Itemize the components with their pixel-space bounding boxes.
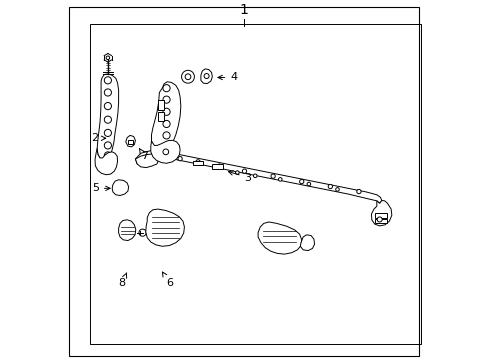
Circle shape — [376, 217, 382, 222]
Circle shape — [327, 184, 332, 189]
Circle shape — [299, 179, 303, 184]
Polygon shape — [119, 220, 136, 240]
Circle shape — [104, 152, 111, 159]
Polygon shape — [371, 201, 391, 226]
Polygon shape — [112, 180, 128, 195]
Circle shape — [104, 116, 111, 123]
Circle shape — [185, 74, 190, 80]
Polygon shape — [201, 69, 212, 84]
Polygon shape — [95, 148, 117, 175]
Bar — [158, 100, 164, 110]
Text: 4: 4 — [218, 72, 237, 82]
Text: 7: 7 — [139, 148, 148, 161]
Bar — [374, 219, 386, 223]
Polygon shape — [135, 150, 381, 203]
Polygon shape — [125, 135, 135, 147]
Polygon shape — [258, 222, 301, 254]
Bar — [212, 165, 223, 169]
Circle shape — [217, 164, 221, 168]
Circle shape — [270, 174, 275, 178]
Circle shape — [104, 89, 111, 96]
Circle shape — [335, 188, 339, 191]
Bar — [90, 24, 420, 344]
Polygon shape — [97, 74, 119, 160]
Circle shape — [104, 142, 111, 149]
Text: 5: 5 — [92, 183, 110, 193]
Polygon shape — [135, 154, 158, 168]
Text: 6: 6 — [162, 272, 173, 288]
Circle shape — [278, 177, 282, 181]
Circle shape — [163, 108, 170, 115]
Text: 2: 2 — [91, 133, 105, 143]
Circle shape — [163, 149, 168, 155]
Circle shape — [253, 174, 257, 177]
Bar — [127, 140, 132, 144]
Circle shape — [235, 171, 239, 174]
Circle shape — [106, 56, 109, 60]
Circle shape — [181, 70, 194, 83]
Polygon shape — [300, 235, 314, 251]
Circle shape — [163, 132, 170, 139]
Bar — [158, 112, 164, 121]
Text: 8: 8 — [119, 273, 126, 288]
Polygon shape — [151, 82, 181, 152]
Circle shape — [163, 85, 170, 92]
Circle shape — [178, 157, 182, 161]
Circle shape — [163, 96, 170, 103]
Circle shape — [242, 169, 246, 173]
Circle shape — [139, 229, 146, 236]
Circle shape — [104, 77, 111, 84]
Text: 1: 1 — [239, 3, 248, 17]
Circle shape — [306, 182, 310, 186]
Polygon shape — [150, 140, 180, 163]
Circle shape — [163, 120, 170, 127]
Bar — [192, 161, 203, 165]
Circle shape — [104, 103, 111, 110]
Bar — [374, 213, 386, 218]
Polygon shape — [145, 209, 184, 246]
Text: 3: 3 — [228, 171, 251, 183]
Circle shape — [196, 160, 200, 164]
Circle shape — [356, 189, 360, 194]
Circle shape — [104, 129, 111, 136]
Circle shape — [203, 73, 209, 78]
